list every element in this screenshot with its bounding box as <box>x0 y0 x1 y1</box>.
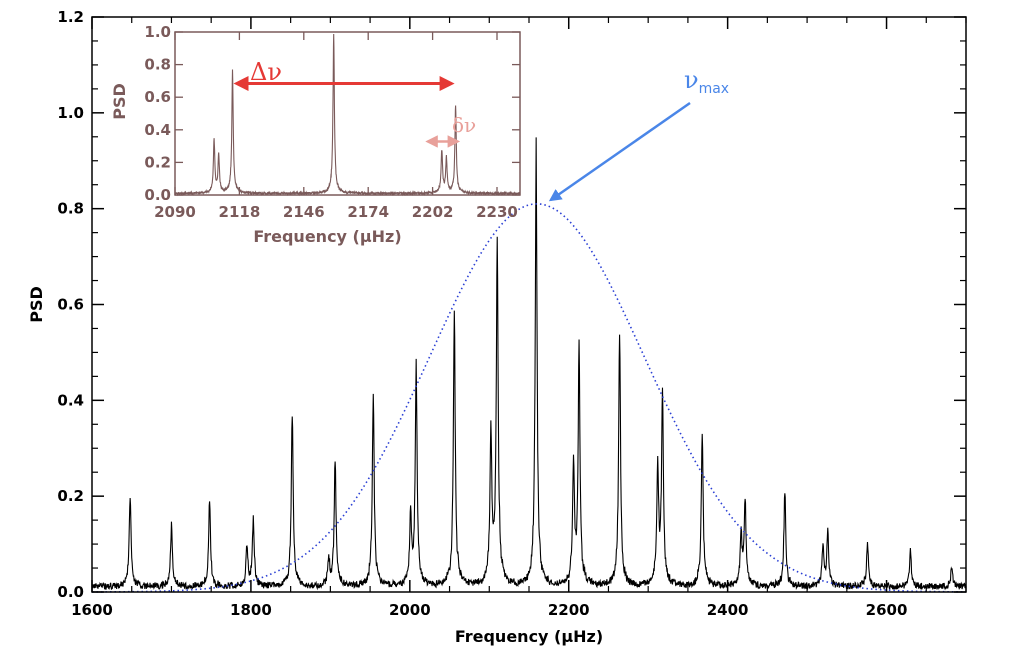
x-tick-label: 1600 <box>71 601 113 619</box>
x-tick-label: 2400 <box>707 601 749 619</box>
y-tick-label: 0.2 <box>57 487 84 505</box>
nu-max-label: νmax <box>684 66 729 97</box>
delta-nu-label: Δν <box>250 58 282 86</box>
x-tick-label: 2200 <box>548 601 590 619</box>
y-tick-label: 1.2 <box>57 8 84 26</box>
y-tick-label: 0.8 <box>57 200 84 218</box>
y-tick-label: 0.0 <box>57 583 84 601</box>
inset-y-tick-label: 0.4 <box>144 121 171 139</box>
inset-y-tick-label: 0.8 <box>144 56 171 74</box>
nu-max-arrow <box>548 101 691 202</box>
gaussian-envelope-line <box>91 203 967 593</box>
inset-background <box>175 32 520 195</box>
inset-x-tick-label: 2202 <box>412 203 454 221</box>
inset-frame <box>174 31 521 196</box>
x-axis-label: Frequency (μHz) <box>455 627 603 646</box>
inset-plot: 2090 2118 2146 2174 2202 2230 0.0 0.2 0.4 0.6 0.8 1… <box>110 23 521 246</box>
inset-y-tick-label: 0.6 <box>144 88 171 106</box>
y-axis-label: PSD <box>27 286 46 323</box>
inset-x-axis-label: Frequency (μHz) <box>253 227 401 246</box>
y-tick-label: 1.0 <box>57 104 84 122</box>
inset-x-tick-label: 2146 <box>283 203 325 221</box>
x-tick-label: 2600 <box>866 601 908 619</box>
inset-y-tick-label: 0.2 <box>144 153 171 171</box>
inset-spectrum-line <box>174 33 521 197</box>
inset-x-tick-label: 2230 <box>476 203 518 221</box>
inset-y-tick-label: 1.0 <box>144 23 171 41</box>
inset-y-tick-label: 0.0 <box>144 186 171 204</box>
inset-x-tick-label: 2174 <box>347 203 389 221</box>
psd-spectrum-line <box>91 137 967 591</box>
x-tick-label: 2000 <box>389 601 431 619</box>
y-tick-label: 0.6 <box>57 296 84 314</box>
small-delta-nu-label: δν <box>452 113 476 137</box>
x-tick-label: 1800 <box>230 601 272 619</box>
inset-x-tick-label: 2090 <box>154 203 196 221</box>
main-plot: 1600 1800 2000 2200 2400 2600 0.0 0.2 0.4 0.6 0.8 1… <box>27 8 967 646</box>
inset-y-axis-label: PSD <box>110 83 129 120</box>
inset-x-tick-label: 2118 <box>219 203 261 221</box>
y-tick-label: 0.4 <box>57 391 84 409</box>
